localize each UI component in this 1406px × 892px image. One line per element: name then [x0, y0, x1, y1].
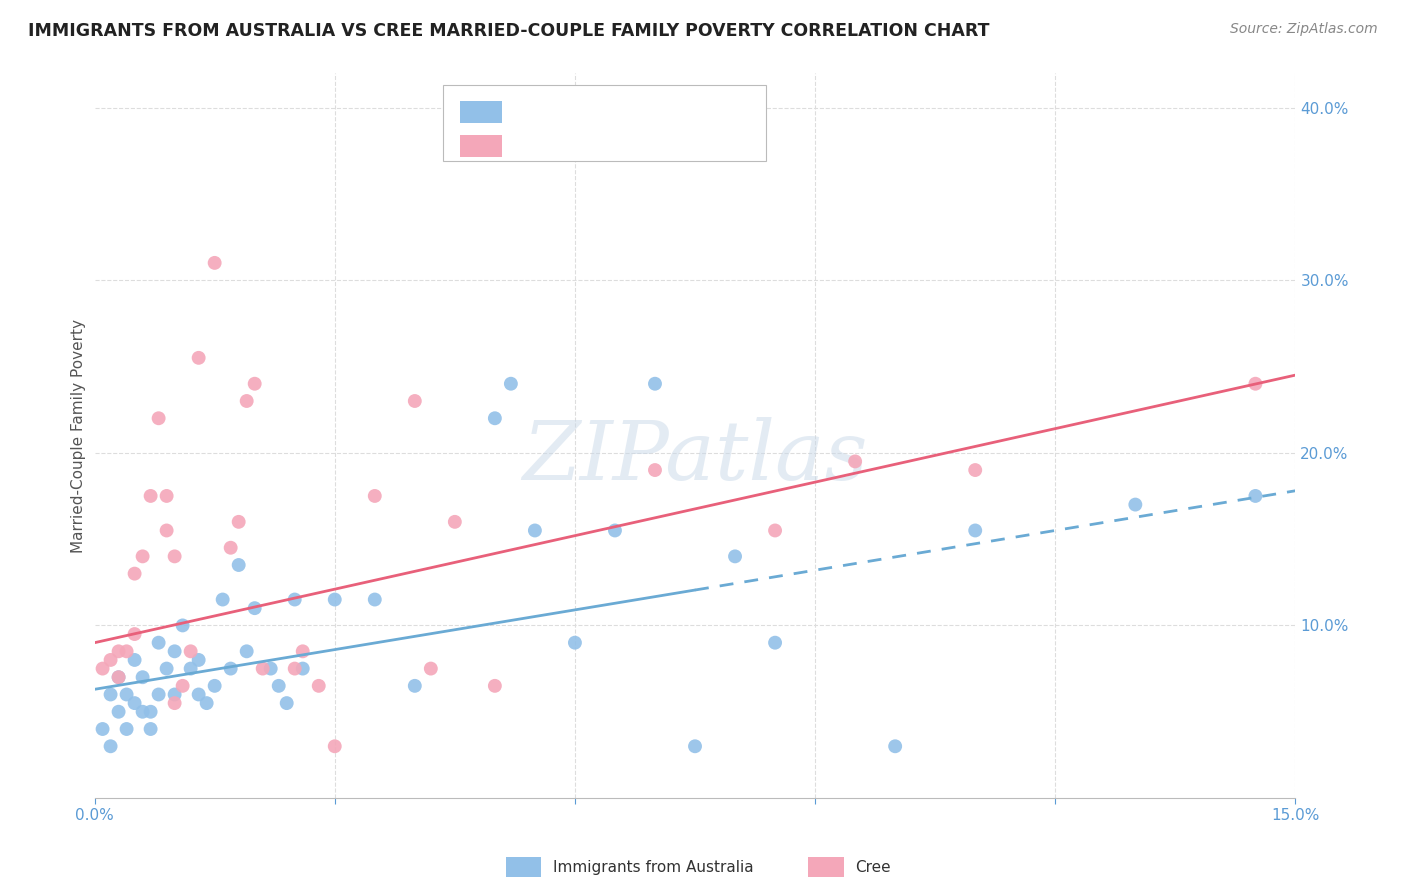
- Point: [163, 696, 186, 710]
- Point: [763, 636, 786, 650]
- Point: [228, 515, 250, 529]
- Point: [131, 549, 153, 564]
- Point: [107, 644, 129, 658]
- Point: [965, 524, 987, 538]
- Point: [523, 524, 546, 538]
- Point: [124, 627, 146, 641]
- Point: [124, 566, 146, 581]
- Point: [884, 739, 907, 754]
- Point: [284, 592, 307, 607]
- Point: [965, 463, 987, 477]
- Point: [243, 601, 266, 615]
- Point: [260, 662, 283, 676]
- Point: [180, 662, 202, 676]
- Point: [163, 549, 186, 564]
- Point: [243, 376, 266, 391]
- Point: [499, 376, 522, 391]
- Point: [683, 739, 706, 754]
- Point: [115, 688, 138, 702]
- Point: [148, 411, 170, 425]
- Point: [91, 662, 114, 676]
- Point: [172, 679, 194, 693]
- Point: [443, 515, 465, 529]
- Point: [228, 558, 250, 572]
- Text: ZIPatlas: ZIPatlas: [522, 417, 868, 497]
- Point: [364, 592, 387, 607]
- Text: Source: ZipAtlas.com: Source: ZipAtlas.com: [1230, 22, 1378, 37]
- Text: R = 0.376   N = 37: R = 0.376 N = 37: [516, 136, 700, 155]
- Text: Immigrants from Australia: Immigrants from Australia: [553, 860, 754, 874]
- Point: [180, 644, 202, 658]
- Point: [139, 705, 162, 719]
- Point: [252, 662, 274, 676]
- Point: [308, 679, 330, 693]
- Point: [235, 394, 257, 409]
- Point: [284, 662, 307, 676]
- Point: [172, 618, 194, 632]
- Point: [364, 489, 387, 503]
- Point: [1123, 498, 1146, 512]
- Text: IMMIGRANTS FROM AUSTRALIA VS CREE MARRIED-COUPLE FAMILY POVERTY CORRELATION CHAR: IMMIGRANTS FROM AUSTRALIA VS CREE MARRIE…: [28, 22, 990, 40]
- Point: [156, 524, 179, 538]
- Point: [139, 722, 162, 736]
- Point: [844, 454, 866, 468]
- Point: [148, 688, 170, 702]
- Point: [156, 489, 179, 503]
- Point: [187, 351, 209, 365]
- Point: [219, 662, 242, 676]
- Point: [419, 662, 441, 676]
- Point: [100, 688, 122, 702]
- Point: [235, 644, 257, 658]
- Point: [204, 256, 226, 270]
- Point: [124, 696, 146, 710]
- Point: [323, 592, 346, 607]
- Point: [204, 679, 226, 693]
- Point: [115, 722, 138, 736]
- Point: [124, 653, 146, 667]
- Point: [156, 662, 179, 676]
- Point: [131, 705, 153, 719]
- Point: [1244, 489, 1267, 503]
- Point: [163, 644, 186, 658]
- Point: [139, 489, 162, 503]
- Point: [219, 541, 242, 555]
- Point: [724, 549, 747, 564]
- Point: [100, 653, 122, 667]
- Point: [484, 411, 506, 425]
- Point: [187, 688, 209, 702]
- Point: [603, 524, 626, 538]
- Point: [763, 524, 786, 538]
- Point: [267, 679, 290, 693]
- Point: [1244, 376, 1267, 391]
- Point: [163, 688, 186, 702]
- Point: [107, 670, 129, 684]
- Text: Cree: Cree: [855, 860, 890, 874]
- Point: [187, 653, 209, 667]
- Point: [195, 696, 218, 710]
- Text: R = 0.370   N = 50: R = 0.370 N = 50: [516, 103, 700, 121]
- Point: [404, 679, 426, 693]
- Point: [404, 394, 426, 409]
- Point: [564, 636, 586, 650]
- Point: [100, 739, 122, 754]
- Point: [291, 644, 314, 658]
- Point: [91, 722, 114, 736]
- Point: [291, 662, 314, 676]
- Point: [323, 739, 346, 754]
- Point: [644, 463, 666, 477]
- Point: [484, 679, 506, 693]
- Point: [148, 636, 170, 650]
- Y-axis label: Married-Couple Family Poverty: Married-Couple Family Poverty: [72, 318, 86, 552]
- Point: [211, 592, 233, 607]
- Point: [276, 696, 298, 710]
- Point: [107, 670, 129, 684]
- Point: [644, 376, 666, 391]
- Point: [115, 644, 138, 658]
- Point: [131, 670, 153, 684]
- Point: [107, 705, 129, 719]
